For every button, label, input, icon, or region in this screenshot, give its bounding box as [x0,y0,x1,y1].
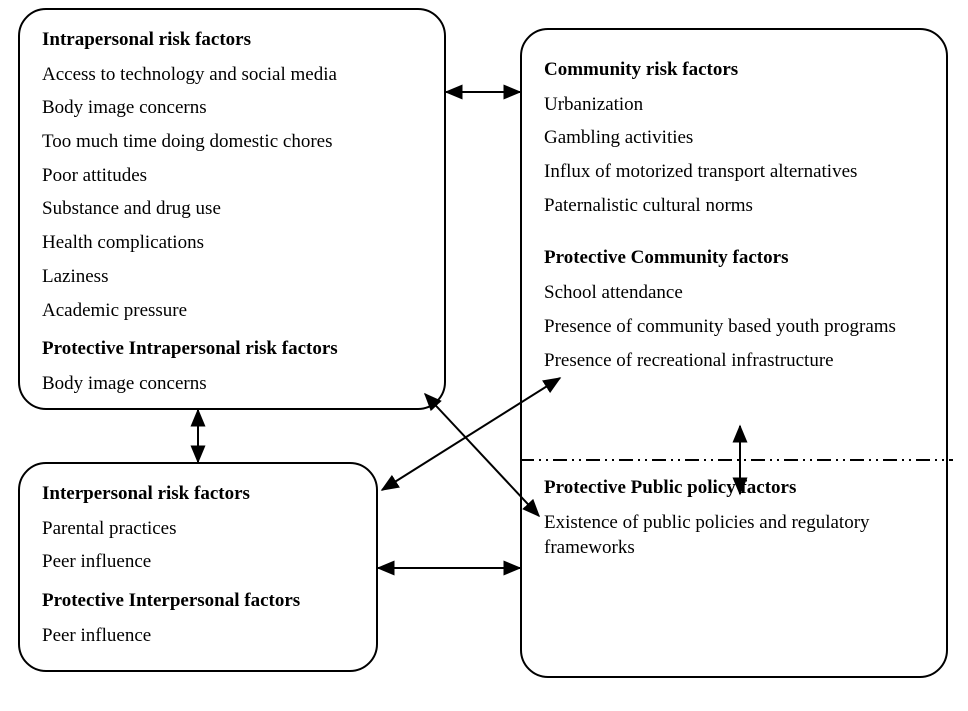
community-risk-item: Paternalistic cultural norms [544,194,924,219]
community-risk-item: Urbanization [544,93,924,118]
intrapersonal-title: Intrapersonal risk factors [42,28,422,53]
intrapersonal-item: Body image concerns [42,96,422,121]
box-interpersonal: Interpersonal risk factors Parental prac… [18,462,378,672]
intrapersonal-item: Academic pressure [42,299,422,324]
intrapersonal-item: Health complications [42,231,422,256]
community-risk-title: Community risk factors [544,58,924,83]
intrapersonal-item: Too much time doing domestic chores [42,130,422,155]
intrapersonal-item: Access to technology and social media [42,63,422,88]
public-policy-title: Protective Public policy factors [544,476,924,501]
interpersonal-title: Interpersonal risk factors [42,482,354,507]
community-protective-title: Protective Community factors [544,246,924,271]
community-risk-item: Gambling activities [544,126,924,151]
community-protective-item: Presence of recreational infrastructure [544,349,924,374]
interpersonal-item: Parental practices [42,517,354,542]
intrapersonal-item: Substance and drug use [42,197,422,222]
intrapersonal-item: Laziness [42,265,422,290]
intrapersonal-item: Poor attitudes [42,164,422,189]
community-protective-item: Presence of community based youth progra… [544,315,924,340]
box-intrapersonal: Intrapersonal risk factors Access to tec… [18,8,446,410]
interpersonal-item: Peer influence [42,550,354,575]
community-protective-item: School attendance [544,281,924,306]
interpersonal-sub-item: Peer influence [42,624,354,649]
community-risk-item: Influx of motorized transport alternativ… [544,160,924,185]
box-community-policy: Community risk factors Urbanization Gamb… [520,28,948,678]
intrapersonal-sub-item: Body image concerns [42,372,422,397]
intrapersonal-subtitle: Protective Intrapersonal risk factors [42,337,422,362]
interpersonal-subtitle: Protective Interpersonal factors [42,589,354,614]
public-policy-item: Existence of public policies and regulat… [544,511,924,560]
